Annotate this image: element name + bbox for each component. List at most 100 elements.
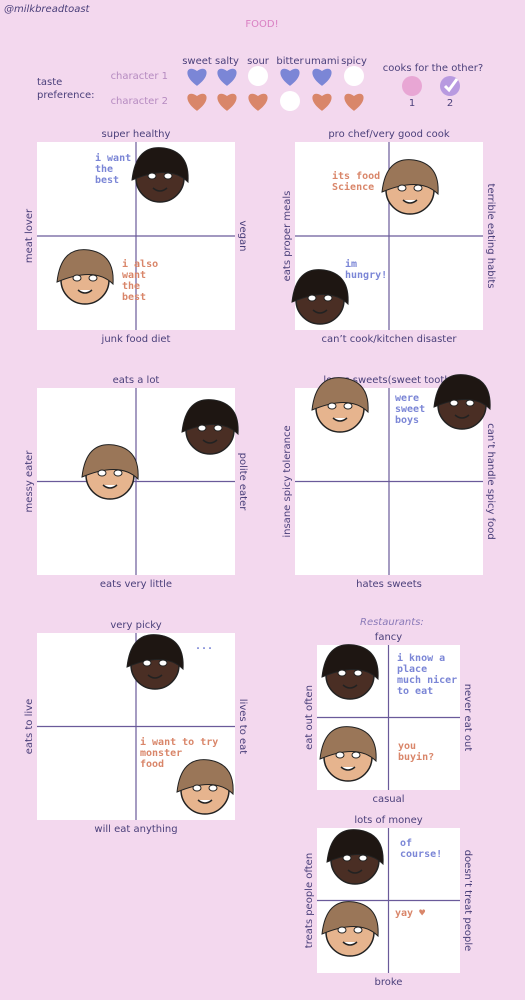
cooks-option	[402, 76, 422, 96]
character-mouth	[152, 187, 168, 192]
axis-bottom-label: broke	[375, 977, 403, 988]
character-eye	[413, 184, 423, 192]
taste-label-line: preference:	[37, 90, 94, 101]
axis-left-label: treats people often	[304, 853, 315, 948]
character-eye	[158, 659, 168, 667]
cooks-label: cooks for the other?	[383, 63, 483, 74]
note-line: place	[397, 664, 427, 675]
taste-label: taste preference:	[37, 77, 94, 101]
character-eye	[197, 424, 207, 432]
character-mouth	[402, 199, 418, 204]
heart	[217, 68, 237, 86]
character-eye	[323, 294, 333, 302]
character-mouth	[202, 439, 218, 444]
note-line: buyin?	[398, 751, 434, 763]
character-mouth	[197, 799, 213, 804]
character-hair	[131, 147, 189, 184]
axis-top-label: lots of money	[354, 815, 422, 826]
note-line: monster	[140, 748, 182, 759]
character-eye	[147, 172, 157, 180]
character-eye	[351, 751, 361, 759]
heart	[187, 93, 207, 111]
axis-right-label: never eat out	[462, 684, 473, 752]
character-eye	[213, 424, 223, 432]
character-mouth	[342, 684, 358, 689]
note-line: course!	[400, 849, 442, 860]
restaurants-label: Restaurants:	[360, 617, 424, 628]
taste-column: salty	[215, 56, 239, 67]
axis-top-label: fancy	[375, 632, 402, 643]
axis-top-label: super healthy	[102, 129, 171, 140]
character-hair	[381, 159, 439, 196]
character-hair	[433, 374, 491, 411]
axis-top-label: loves sweets(sweet tooth)	[323, 375, 454, 386]
axis-bottom-label: eats very little	[100, 579, 172, 590]
taste-column: bitter	[276, 56, 304, 67]
axis-bottom-label: can’t cook/kitchen disaster	[322, 334, 458, 345]
axis-left-label: eats proper meals	[282, 191, 293, 282]
note-line: to eat	[397, 686, 433, 697]
axis-left-label: messy eater	[24, 450, 35, 513]
axis-left-label: insane spicy tolerance	[282, 425, 293, 537]
character-eye	[113, 469, 123, 477]
heart	[280, 68, 300, 86]
note-line: Science	[332, 181, 374, 193]
character-hair	[326, 829, 384, 866]
axis-bottom-label: junk food diet	[101, 334, 171, 345]
character-hair	[81, 444, 139, 481]
character-eye	[465, 399, 475, 407]
character-eye	[142, 659, 152, 667]
character-eye	[208, 784, 218, 792]
character-mouth	[102, 484, 118, 489]
title: FOOD!	[245, 19, 278, 30]
axis-right-label: lives to eat	[237, 699, 248, 755]
heart	[312, 68, 332, 86]
character-eye	[353, 669, 363, 677]
character-eye	[337, 669, 347, 677]
character-eye	[353, 926, 363, 934]
note-line: sweet	[395, 404, 425, 415]
note-line: the	[122, 281, 140, 292]
note-line: i know a	[397, 652, 445, 664]
note-line: hungry!	[345, 270, 387, 281]
axis-right-label: polite eater	[237, 453, 248, 512]
axis-bottom-label: will eat anything	[94, 824, 177, 835]
note-line: the	[95, 164, 113, 175]
heart	[248, 93, 268, 111]
character-mouth	[347, 869, 363, 874]
character-mouth	[147, 674, 163, 679]
character-hair	[56, 249, 114, 286]
character-hair	[321, 644, 379, 681]
note-line: i want	[95, 152, 131, 164]
taste-column: umami	[305, 56, 340, 67]
character-eye	[358, 854, 368, 862]
taste-column: sweet	[182, 56, 212, 67]
character-mouth	[312, 309, 328, 314]
axis-right-label: terrible eating habits	[485, 184, 496, 289]
note-line: boys	[395, 415, 419, 426]
character-eye	[335, 751, 345, 759]
character-hair	[321, 901, 379, 938]
note-line: much nicer	[397, 674, 457, 686]
note-line: yay ♥	[395, 908, 425, 919]
axis-bottom-label: casual	[372, 794, 404, 805]
empty-circle	[344, 66, 364, 86]
character-mouth	[77, 289, 93, 294]
character-mouth	[342, 941, 358, 946]
axis-left-label: eat out often	[304, 685, 315, 750]
character-mouth	[454, 414, 470, 419]
credit: @milkbreadtoast	[4, 4, 91, 15]
heart	[187, 68, 207, 86]
axis-left-label: meat lover	[24, 208, 35, 263]
character-hair	[319, 726, 377, 763]
axis-bottom-label: hates sweets	[356, 579, 422, 590]
note-line: food	[140, 759, 164, 770]
character-eye	[337, 926, 347, 934]
note-line: best	[122, 292, 146, 303]
note-line: ...	[195, 641, 213, 652]
character-name: character 2	[111, 96, 168, 107]
cooks-option-label: 1	[409, 98, 415, 109]
character-eye	[449, 399, 459, 407]
note-line: i want to try	[140, 736, 218, 748]
taste-column: sour	[247, 56, 270, 67]
